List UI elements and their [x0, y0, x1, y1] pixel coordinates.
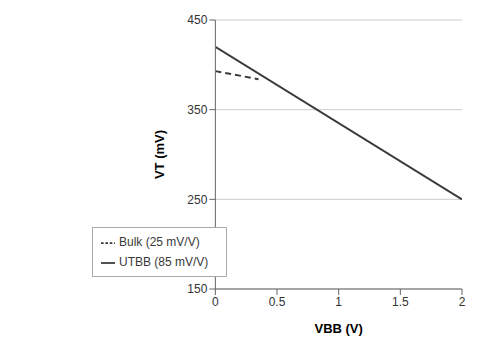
svg-text:2: 2 [459, 295, 466, 309]
svg-text:VT (mV): VT (mV) [152, 130, 167, 179]
svg-text:0: 0 [212, 295, 219, 309]
svg-text:1: 1 [335, 295, 342, 309]
svg-text:150: 150 [187, 282, 207, 296]
html-text:UTBB (85 mV/V): UTBB (85 mV/V) [119, 255, 209, 269]
html-text:Bulk (25 mV/V): Bulk (25 mV/V) [119, 235, 200, 249]
svg-text:0.5: 0.5 [269, 295, 286, 309]
svg-text:1.5: 1.5 [392, 295, 409, 309]
svg-text:250: 250 [187, 193, 207, 207]
svg-text:VBB (V): VBB (V) [314, 321, 362, 336]
svg-text:450: 450 [187, 13, 207, 27]
svg-text:350: 350 [187, 103, 207, 117]
